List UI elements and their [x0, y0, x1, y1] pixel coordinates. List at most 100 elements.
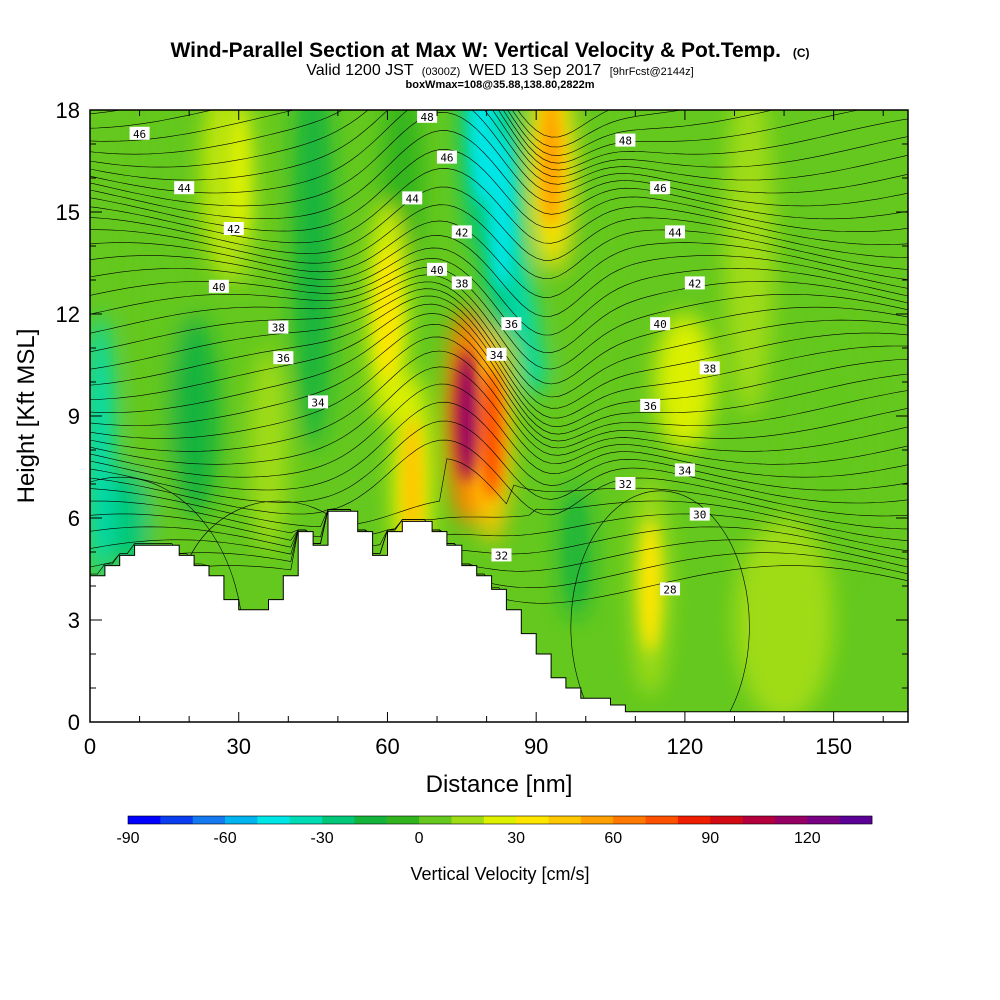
contour-label-text: 40	[212, 281, 225, 294]
velocity-updraft-core	[455, 350, 478, 482]
x-tick-labels: 0 30 60 90 120 150	[84, 734, 852, 759]
contour-label-text: 44	[668, 226, 682, 239]
x-tick-label: 120	[667, 734, 704, 759]
theta-contour-line	[90, 130, 908, 220]
contour-label-box	[640, 398, 661, 412]
theta-contour-line	[90, 247, 908, 336]
contour-label-text: 48	[619, 135, 632, 148]
theta-contour-line	[90, 266, 908, 370]
theta-contour-line	[90, 110, 908, 185]
colorbar-swatch	[677, 816, 711, 824]
colorbar-swatch	[742, 816, 776, 824]
colorbar-label: Vertical Velocity [cm/s]	[410, 864, 589, 884]
theta-contour-line	[90, 350, 908, 456]
title-main: Wind-Parallel Section at Max W: Vertical…	[170, 39, 781, 62]
theta-contour-label: 42	[684, 276, 705, 290]
contour-label-box	[501, 317, 522, 331]
y-tick-label: 9	[68, 404, 80, 429]
theta-contour-line	[90, 313, 908, 435]
theta-contour-line	[90, 500, 908, 541]
colorbar	[127, 815, 873, 825]
theta-contour-line	[90, 110, 908, 178]
contour-label-box	[664, 225, 685, 239]
theta-contour-label: 42	[451, 225, 472, 239]
theta-contour-line	[90, 336, 908, 449]
theta-contour-label: 40	[427, 262, 448, 277]
theta-contour-label: 40	[208, 279, 229, 294]
theta-contour-line	[90, 274, 908, 385]
colorbar-swatch	[419, 816, 452, 824]
colorbar-swatch	[160, 816, 193, 824]
colorbar-tick-label: -60	[213, 830, 236, 847]
velocity-streak	[565, 110, 606, 450]
theta-contour-label: 48	[615, 133, 636, 148]
contour-label-text: 44	[406, 192, 420, 205]
theta-contour-label: 46	[650, 181, 671, 195]
colorbar-swatch	[257, 816, 291, 824]
contour-label-text: 36	[277, 352, 290, 365]
theta-contour-label: 38	[699, 361, 720, 375]
x-tick-label: 30	[226, 734, 250, 759]
theta-contours	[90, 110, 908, 722]
colorbar-swatch	[322, 816, 355, 824]
axis-ticks	[89, 109, 908, 723]
contour-label-text: 44	[178, 182, 192, 195]
contour-label-box	[223, 222, 244, 235]
contour-label-box	[615, 477, 636, 490]
colorbar-swatch	[839, 816, 873, 824]
theta-contour-label: 42	[223, 222, 244, 236]
theta-contour-line	[90, 112, 908, 207]
theta-contour-label: 48	[417, 110, 438, 124]
contour-label-text: 38	[455, 277, 468, 290]
subtitle-z: (0300Z)	[422, 66, 461, 78]
contour-label-box	[268, 320, 289, 334]
theta-contour-line	[90, 110, 908, 171]
theta-contour-label: 46	[436, 150, 457, 165]
theta-contour-label: 34	[674, 463, 695, 477]
velocity-cores	[227, 110, 662, 652]
theta-contour-label: 28	[660, 582, 681, 596]
x-tick-label: 0	[84, 734, 96, 759]
colorbar-swatch	[225, 816, 258, 824]
contour-label-box	[208, 279, 229, 293]
x-tick-label: 60	[375, 734, 399, 759]
velocity-streak	[293, 110, 333, 450]
contour-label-text: 30	[693, 509, 706, 522]
velocity-streak	[655, 314, 715, 450]
theta-contour-label: 44	[664, 225, 685, 239]
theta-contour-label: 32	[491, 548, 512, 562]
colorbar-swatch	[386, 816, 420, 824]
colorbar-tick-label: 120	[794, 830, 821, 847]
theta-contour-label: 36	[501, 317, 522, 331]
contour-label-box	[436, 150, 457, 164]
contour-label-text: 42	[455, 226, 468, 239]
y-tick-label: 3	[68, 608, 80, 633]
contour-label-box	[486, 347, 507, 361]
colorbar-swatch	[645, 816, 679, 824]
contour-label-text: 36	[644, 400, 657, 413]
plot-area: 46 44 42 40 38 36 34 48 46 44 42 40 38 36 34 32 48 46 44 42…	[90, 110, 908, 722]
contour-label-text: 32	[495, 549, 508, 562]
y-tick-labels: 0 3 6 9 12 15 18	[56, 98, 80, 735]
y-tick-label: 0	[68, 710, 80, 735]
theta-contour-line	[90, 324, 908, 442]
theta-contour-line	[90, 509, 908, 572]
contour-label-text: 46	[653, 182, 666, 195]
theta-contour-label: 44	[174, 181, 195, 195]
velocity-updraft-core	[376, 248, 399, 380]
colorbar-tick-label: 0	[415, 830, 424, 847]
subtitle-date: WED 13 Sep 2017	[469, 62, 602, 79]
colorbar-swatch	[354, 816, 388, 824]
contour-label-text: 32	[619, 478, 632, 491]
colorbar-swatch	[289, 816, 323, 824]
contour-label-text: 38	[703, 362, 716, 375]
contour-label-text: 42	[227, 223, 240, 236]
contour-label-text: 34	[490, 349, 504, 362]
theta-contour-line	[90, 383, 908, 478]
theta-contour-line	[90, 281, 908, 398]
velocity-updraft-core	[227, 112, 250, 244]
colorbar-tick-label: -90	[116, 830, 139, 847]
contour-label-box	[402, 191, 423, 205]
x-tick-label: 90	[524, 734, 548, 759]
theta-contour-label: 46	[129, 126, 150, 141]
